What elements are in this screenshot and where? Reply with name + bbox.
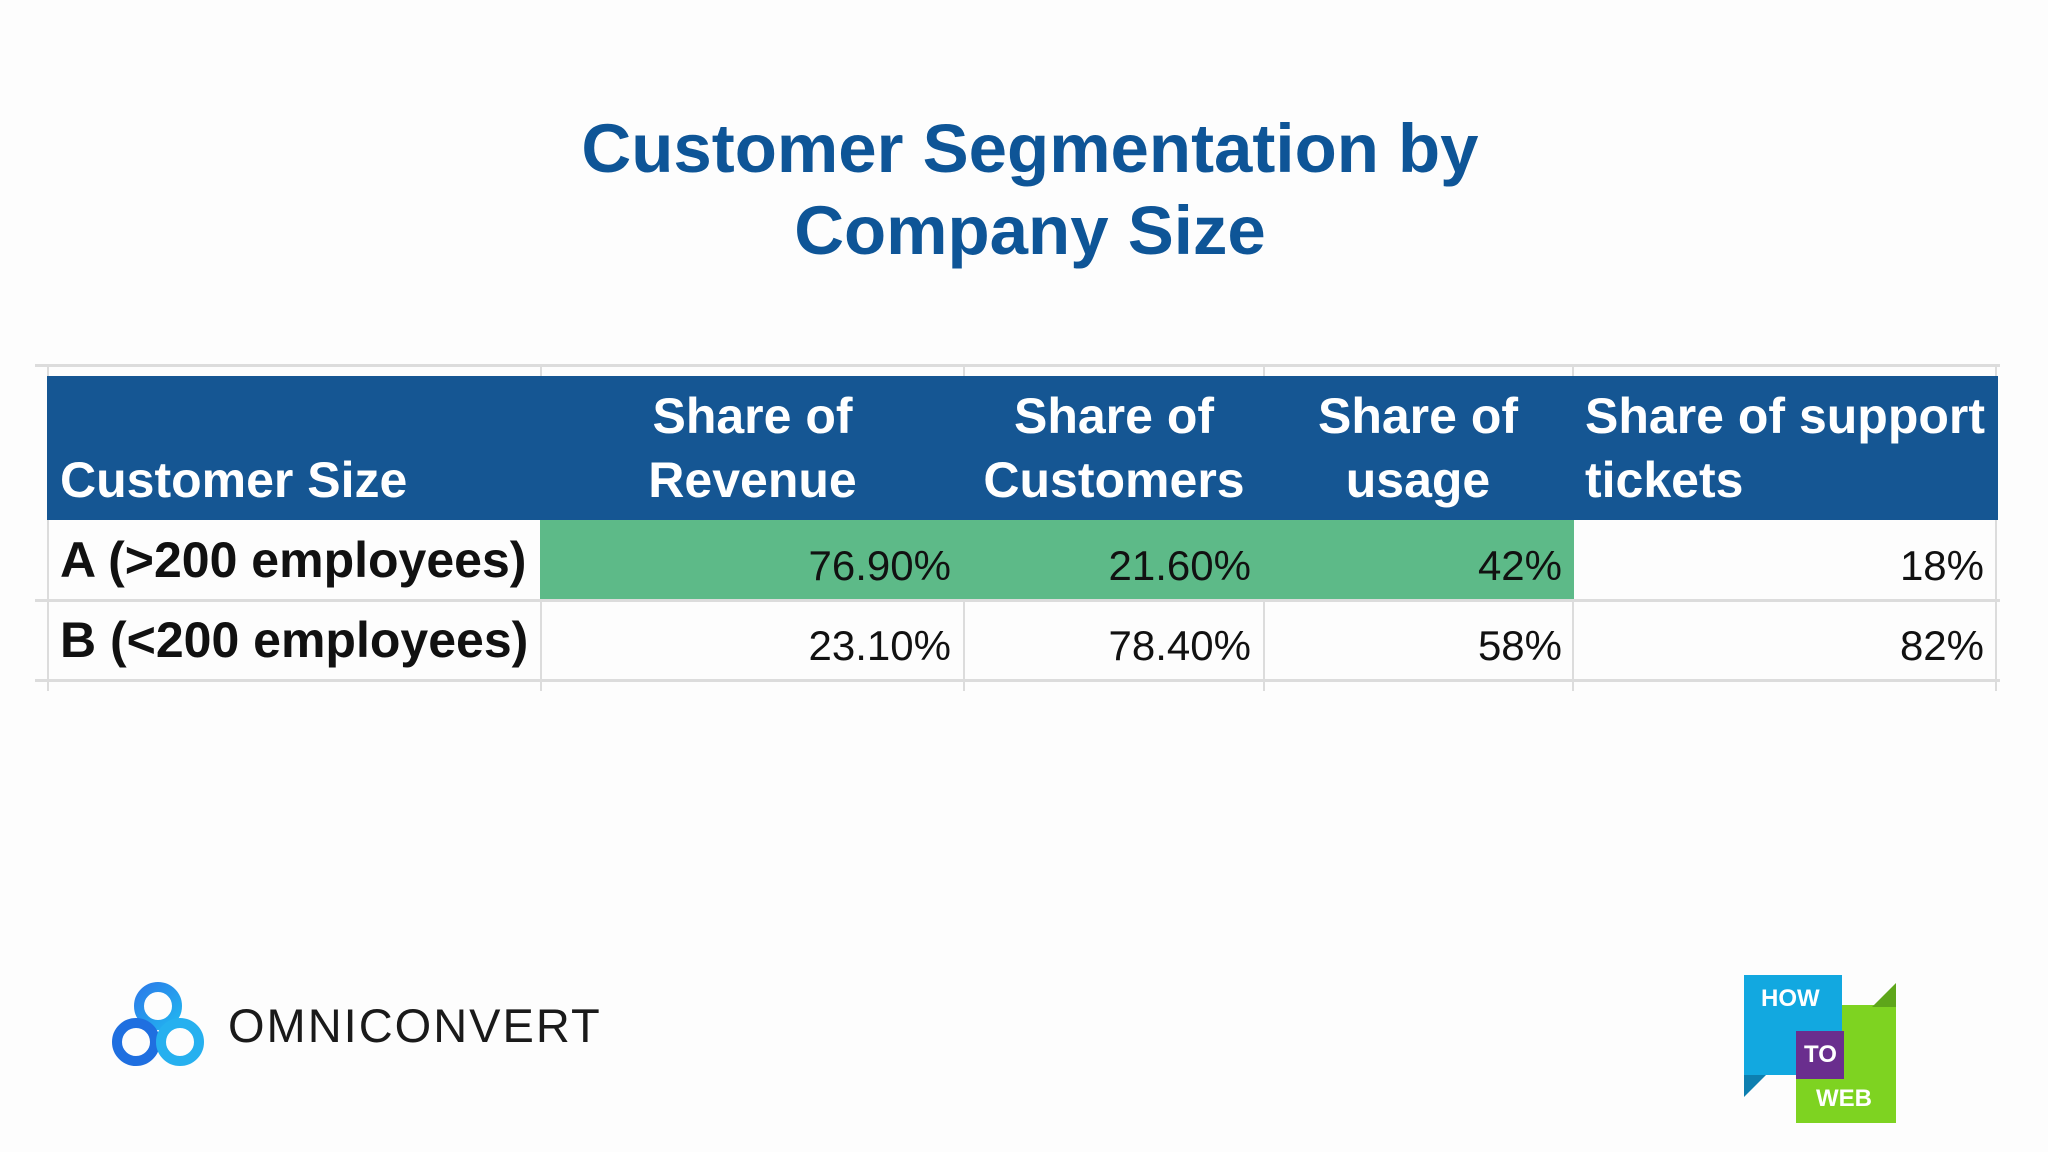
grid-line-top (35, 364, 2000, 367)
how-to-web-logo: HOW TO WEB (1744, 975, 1896, 1125)
grid-line-v5 (1995, 364, 1997, 691)
grid-line-bottom (35, 679, 2000, 682)
grid-line-row1 (35, 599, 2000, 602)
header-share-of-support-tickets: Share of support tickets (1585, 384, 1995, 512)
header-share-of-revenue-line-1: Share of (652, 388, 853, 444)
cell-b-customers: 78.40% (1108, 622, 1251, 669)
header-share-of-usage: Share of usage (1268, 384, 1568, 512)
htw-green-fold (1872, 983, 1896, 1007)
three-circles-icon (112, 982, 204, 1066)
highlight-cell-a-usage (1263, 520, 1574, 599)
slide-title: Customer Segmentation by Company Size (0, 108, 2048, 272)
cell-a-tickets: 18% (1899, 542, 1984, 589)
htw-how-text: HOW (1761, 985, 1820, 1012)
cell-a-revenue: 76.90% (808, 542, 951, 589)
header-share-of-support-tickets-line-2: tickets (1585, 452, 1744, 508)
header-share-of-usage-line-1: Share of (1317, 388, 1519, 444)
cell-a-customers: 21.60% (1108, 542, 1251, 589)
row-label-a: A (>200 employees) (60, 532, 527, 588)
header-customer-size-text: Customer Size (60, 452, 408, 508)
htw-to-text: TO (1804, 1041, 1837, 1068)
cell-b-usage: 58% (1477, 622, 1562, 669)
grid-line-v0 (47, 364, 49, 691)
header-customer-size: Customer Size (60, 448, 530, 512)
header-share-of-customers-line-1: Share of (1013, 388, 1215, 444)
htw-blue-fold (1744, 1075, 1766, 1097)
header-share-of-support-tickets-line-1: Share of support (1585, 388, 1986, 444)
htw-web-text: WEB (1816, 1085, 1872, 1112)
header-share-of-revenue: Share of Revenue (545, 384, 960, 512)
cell-b-revenue: 23.10% (808, 622, 951, 669)
htw-purple-block (1796, 1031, 1844, 1079)
title-line-2: Company Size (794, 192, 1266, 269)
header-share-of-customers: Share of Customers (968, 384, 1260, 512)
table-header (47, 376, 1998, 520)
header-share-of-customers-line-2: Customers (983, 452, 1245, 508)
header-share-of-revenue-line-2: Revenue (648, 452, 857, 508)
highlight-cell-a-revenue (540, 520, 963, 599)
header-share-of-usage-line-2: usage (1345, 452, 1491, 508)
title-line-1: Customer Segmentation by (581, 110, 1479, 187)
row-label-b: B (<200 employees) (60, 612, 529, 668)
omniconvert-logo-text: OMNICONVERT (228, 999, 602, 1052)
cell-b-tickets: 82% (1899, 622, 1984, 669)
highlight-cell-a-customers (963, 520, 1263, 599)
cell-a-usage: 42% (1477, 542, 1562, 589)
